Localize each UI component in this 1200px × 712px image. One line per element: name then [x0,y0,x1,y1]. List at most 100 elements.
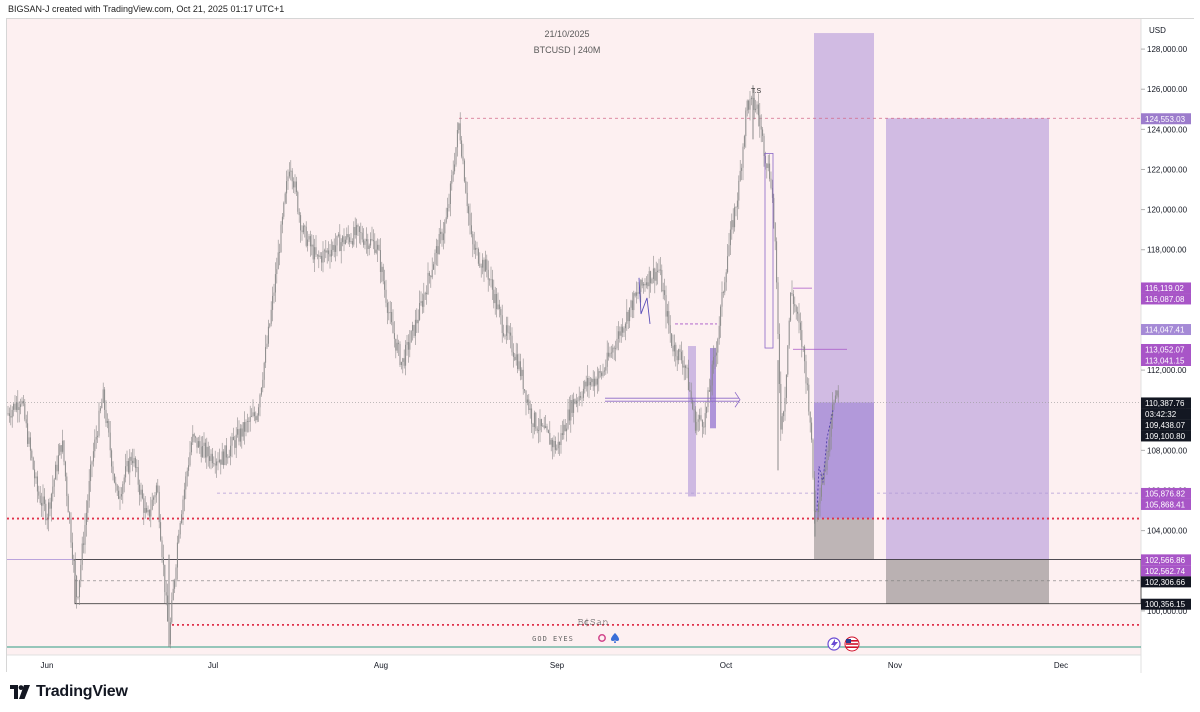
candle-body [725,272,727,283]
candle-body [771,187,773,198]
us-flag-stripe [846,646,858,648]
candle-body [508,332,510,334]
candle-body [287,176,289,182]
order-block-outline [764,153,774,349]
candle-body [665,295,667,317]
candle-body [542,425,544,427]
candle-body [146,508,148,513]
candle-body [74,560,76,576]
candle-body [147,510,149,513]
candle-body [365,239,367,242]
candle-body [580,396,582,398]
price-tick-label: 100,000.00 [1147,607,1188,616]
candle-body [734,207,736,228]
candle-body [392,322,394,334]
candle-body [491,279,493,290]
candle-body [791,292,793,295]
chart-frame[interactable]: T.S 128,000.00 126,000.00 124,000.00 122,00… [6,18,1195,673]
candle-body [360,232,362,233]
candle-body [575,400,577,404]
candle-body [428,272,430,276]
candle-body [753,97,755,111]
candle-body [545,426,547,429]
candle-body [658,269,660,271]
candle-body [592,378,594,387]
date-caption: 21/10/2025 [544,29,589,39]
candle-body [608,352,610,357]
candle-body [316,254,318,256]
candle-body [412,325,414,331]
candle-body [574,399,576,404]
spade-icon [610,633,620,643]
candle-body [622,326,624,333]
candle-body [459,123,461,141]
candle-body [641,279,643,286]
currency-label[interactable]: USD [1149,26,1166,35]
candle-body [32,457,34,470]
order-block-zone [688,346,696,497]
projected-stop-zone [886,559,1049,604]
candle-body [391,312,393,323]
candle-body [543,425,545,428]
candle-body [825,469,827,471]
price-label-text: 113,041.15 [1145,356,1185,365]
candle-body [283,202,285,217]
candle-body [645,282,647,286]
candle-body [738,180,740,201]
candle-body [763,136,765,156]
candle-body [564,424,566,432]
candle-body [609,353,611,357]
candle-body [321,255,323,263]
candle-body [167,595,169,622]
candle-body [554,441,556,450]
candle-body [105,409,107,423]
candle-body [529,408,531,410]
candle-body [202,446,204,457]
candle-body [379,250,381,272]
candle-body [637,292,639,294]
candle-body [666,311,668,317]
price-tick-label: 124,000.00 [1147,125,1188,134]
candle-body [308,236,310,240]
price-label-text: 102,306.66 [1145,578,1186,587]
candle-body [507,325,509,333]
candle-body [164,564,166,593]
price-label-text: 105,876.82 [1145,489,1186,498]
candle-body [406,342,408,345]
tradingview-logo[interactable]: TradingView [10,682,128,702]
candle-body [139,484,141,495]
candle-body [249,416,251,422]
candle-body [603,370,605,372]
price-chart[interactable]: T.S 128,000.00 126,000.00 124,000.00 122,00… [7,19,1195,673]
candle-body [669,325,671,334]
price-tick-label: 104,000.00 [1147,527,1188,536]
candle-body [615,348,617,350]
candle-body [295,181,297,193]
price-label-text: 116,119.02 [1145,284,1184,293]
candle-body [294,181,296,188]
candle-body [220,459,222,465]
candle-body [29,437,31,451]
tradingview-logo-icon [10,685,30,699]
candle-body [472,234,474,245]
watermark-name: 𝙱¢𝚂𝚊𝚗 [577,618,608,628]
candle-body [214,463,216,466]
candle-body [258,407,260,416]
candle-body [382,266,384,282]
price-label-text: 110,387.76 [1145,399,1185,408]
candle-body [731,220,733,230]
price-label-text: 124,553.03 [1145,115,1186,124]
candle-body [206,446,208,458]
price-label-badge [1141,282,1191,294]
candle-body [787,345,789,375]
candle-body [815,511,817,513]
candle-body [715,352,717,356]
candle-body [99,408,101,411]
candle-body [477,249,479,264]
candle-body [55,464,57,480]
candle-body [256,415,258,421]
candle-body [466,192,468,207]
candle-body [116,485,118,491]
candle-body [193,434,195,437]
candle-body [612,347,614,353]
